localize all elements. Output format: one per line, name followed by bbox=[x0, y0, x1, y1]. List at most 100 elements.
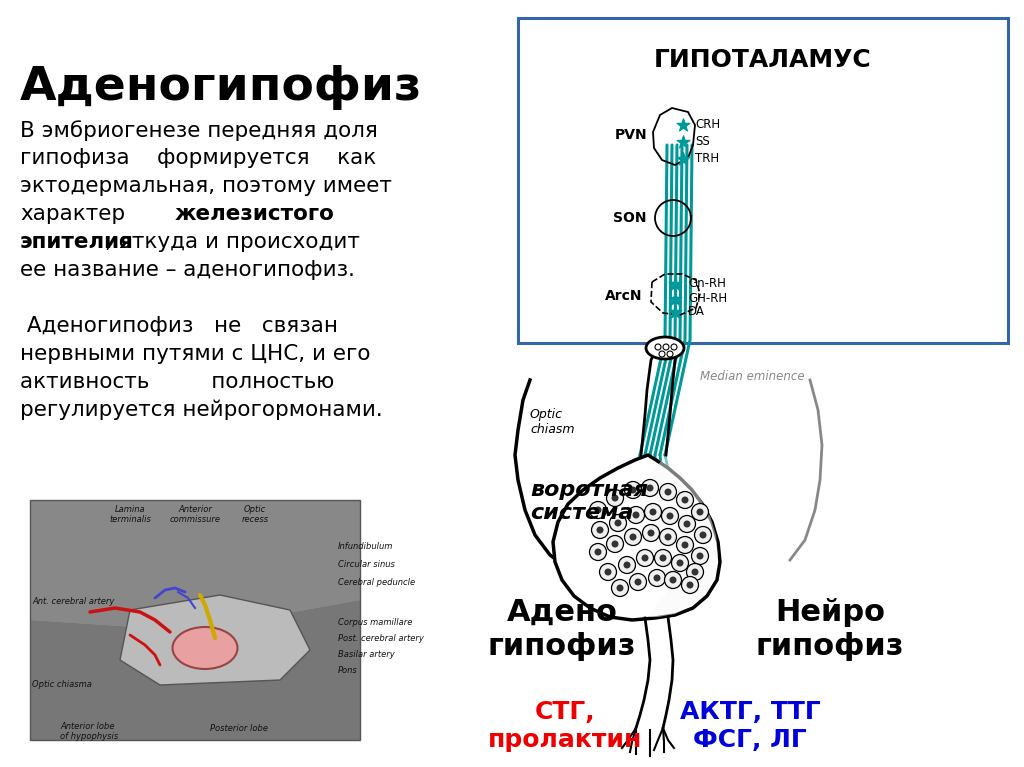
Text: ее название – аденогипофиз.: ее название – аденогипофиз. bbox=[20, 260, 355, 280]
Circle shape bbox=[595, 506, 601, 513]
Text: эпителия: эпителия bbox=[20, 232, 134, 252]
Text: ArcN: ArcN bbox=[604, 289, 642, 303]
Circle shape bbox=[677, 536, 693, 554]
Text: В эмбриогенезе передняя доля: В эмбриогенезе передняя доля bbox=[20, 120, 378, 141]
Circle shape bbox=[679, 515, 695, 532]
Text: , откуда и происходит: , откуда и происходит bbox=[105, 232, 359, 252]
Circle shape bbox=[659, 528, 677, 545]
Text: Ant. cerebral artery: Ant. cerebral artery bbox=[32, 597, 115, 606]
Circle shape bbox=[595, 548, 601, 555]
Polygon shape bbox=[30, 500, 360, 630]
Text: гипофиза    формируется    как: гипофиза формируется как bbox=[20, 148, 376, 168]
Circle shape bbox=[649, 509, 656, 515]
Circle shape bbox=[644, 503, 662, 521]
Text: Anterior
commissure: Anterior commissure bbox=[170, 505, 220, 525]
Point bbox=[667, 306, 683, 318]
Circle shape bbox=[682, 542, 688, 548]
Circle shape bbox=[646, 485, 653, 492]
Ellipse shape bbox=[172, 627, 238, 669]
Text: Circular sinus: Circular sinus bbox=[338, 560, 395, 569]
Circle shape bbox=[659, 555, 667, 561]
Circle shape bbox=[691, 568, 698, 575]
Text: Аденогипофиз   не   связан: Аденогипофиз не связан bbox=[20, 316, 338, 336]
Polygon shape bbox=[30, 600, 360, 740]
Circle shape bbox=[597, 526, 603, 534]
Text: SON: SON bbox=[613, 211, 647, 225]
Circle shape bbox=[592, 522, 608, 538]
Circle shape bbox=[590, 502, 606, 518]
Circle shape bbox=[696, 552, 703, 559]
Circle shape bbox=[611, 541, 618, 548]
Text: воротная
система: воротная система bbox=[530, 480, 648, 523]
Circle shape bbox=[641, 479, 658, 496]
Text: характер: характер bbox=[20, 204, 125, 224]
Circle shape bbox=[604, 568, 611, 575]
Text: регулируется нейрогормонами.: регулируется нейрогормонами. bbox=[20, 400, 383, 420]
Text: Infundibulum: Infundibulum bbox=[338, 542, 393, 551]
Circle shape bbox=[654, 549, 672, 567]
Text: GH-RH: GH-RH bbox=[688, 292, 727, 305]
Circle shape bbox=[611, 580, 629, 597]
Text: Gn-RH: Gn-RH bbox=[688, 277, 726, 290]
Circle shape bbox=[628, 506, 644, 524]
Text: железистого: железистого bbox=[175, 204, 335, 224]
Text: DA: DA bbox=[688, 305, 705, 318]
Text: СТГ,
пролактин: СТГ, пролактин bbox=[487, 700, 642, 752]
Text: Posterior lobe: Posterior lobe bbox=[210, 724, 268, 733]
Circle shape bbox=[606, 535, 624, 552]
Circle shape bbox=[667, 512, 674, 519]
Ellipse shape bbox=[646, 337, 684, 359]
Circle shape bbox=[611, 495, 618, 502]
Circle shape bbox=[625, 528, 641, 545]
Text: Нейро
гипофиз: Нейро гипофиз bbox=[756, 598, 904, 660]
Circle shape bbox=[686, 581, 693, 588]
Circle shape bbox=[696, 509, 703, 515]
Circle shape bbox=[614, 519, 622, 526]
Text: эктодермальная, поэтому имеет: эктодермальная, поэтому имеет bbox=[20, 176, 392, 196]
Circle shape bbox=[699, 532, 707, 538]
Circle shape bbox=[616, 584, 624, 591]
Circle shape bbox=[665, 489, 672, 495]
Circle shape bbox=[694, 526, 712, 544]
Circle shape bbox=[609, 515, 627, 532]
Circle shape bbox=[625, 482, 641, 499]
Circle shape bbox=[677, 559, 683, 567]
Point bbox=[675, 119, 691, 131]
Text: Optic chiasma: Optic chiasma bbox=[32, 680, 92, 689]
Circle shape bbox=[691, 548, 709, 565]
Circle shape bbox=[641, 555, 648, 561]
Text: Cerebral peduncle: Cerebral peduncle bbox=[338, 578, 415, 587]
Text: Optic
recess: Optic recess bbox=[242, 505, 268, 525]
Text: ГИПОТАЛАМУС: ГИПОТАЛАМУС bbox=[654, 48, 871, 72]
Circle shape bbox=[662, 508, 679, 525]
Text: CRH: CRH bbox=[695, 118, 720, 131]
FancyBboxPatch shape bbox=[30, 500, 360, 740]
Point bbox=[667, 278, 683, 290]
Text: нервными путями с ЦНС, и его: нервными путями с ЦНС, и его bbox=[20, 344, 371, 364]
Text: Basilar artery: Basilar artery bbox=[338, 650, 394, 659]
Circle shape bbox=[630, 574, 646, 591]
Circle shape bbox=[682, 577, 698, 594]
Circle shape bbox=[618, 557, 636, 574]
Point bbox=[675, 136, 691, 148]
Text: Адено
гипофиз: Адено гипофиз bbox=[487, 598, 636, 660]
Circle shape bbox=[606, 489, 624, 506]
Circle shape bbox=[637, 549, 653, 567]
Circle shape bbox=[665, 534, 672, 541]
Text: Corpus mamillare: Corpus mamillare bbox=[338, 618, 413, 627]
Text: TRH: TRH bbox=[695, 152, 719, 165]
Circle shape bbox=[630, 534, 637, 541]
Circle shape bbox=[665, 571, 682, 588]
Circle shape bbox=[624, 561, 631, 568]
Text: Optic
chiasm: Optic chiasm bbox=[530, 408, 574, 436]
Circle shape bbox=[647, 529, 654, 536]
Point bbox=[675, 153, 691, 165]
Circle shape bbox=[682, 496, 688, 503]
Circle shape bbox=[590, 544, 606, 561]
Circle shape bbox=[672, 555, 688, 571]
Circle shape bbox=[642, 525, 659, 542]
Circle shape bbox=[653, 574, 660, 581]
Text: Pons: Pons bbox=[338, 666, 357, 675]
Text: Median eminence: Median eminence bbox=[700, 370, 805, 383]
Text: АКТГ, ТТГ
ФСГ, ЛГ: АКТГ, ТТГ ФСГ, ЛГ bbox=[680, 700, 820, 752]
